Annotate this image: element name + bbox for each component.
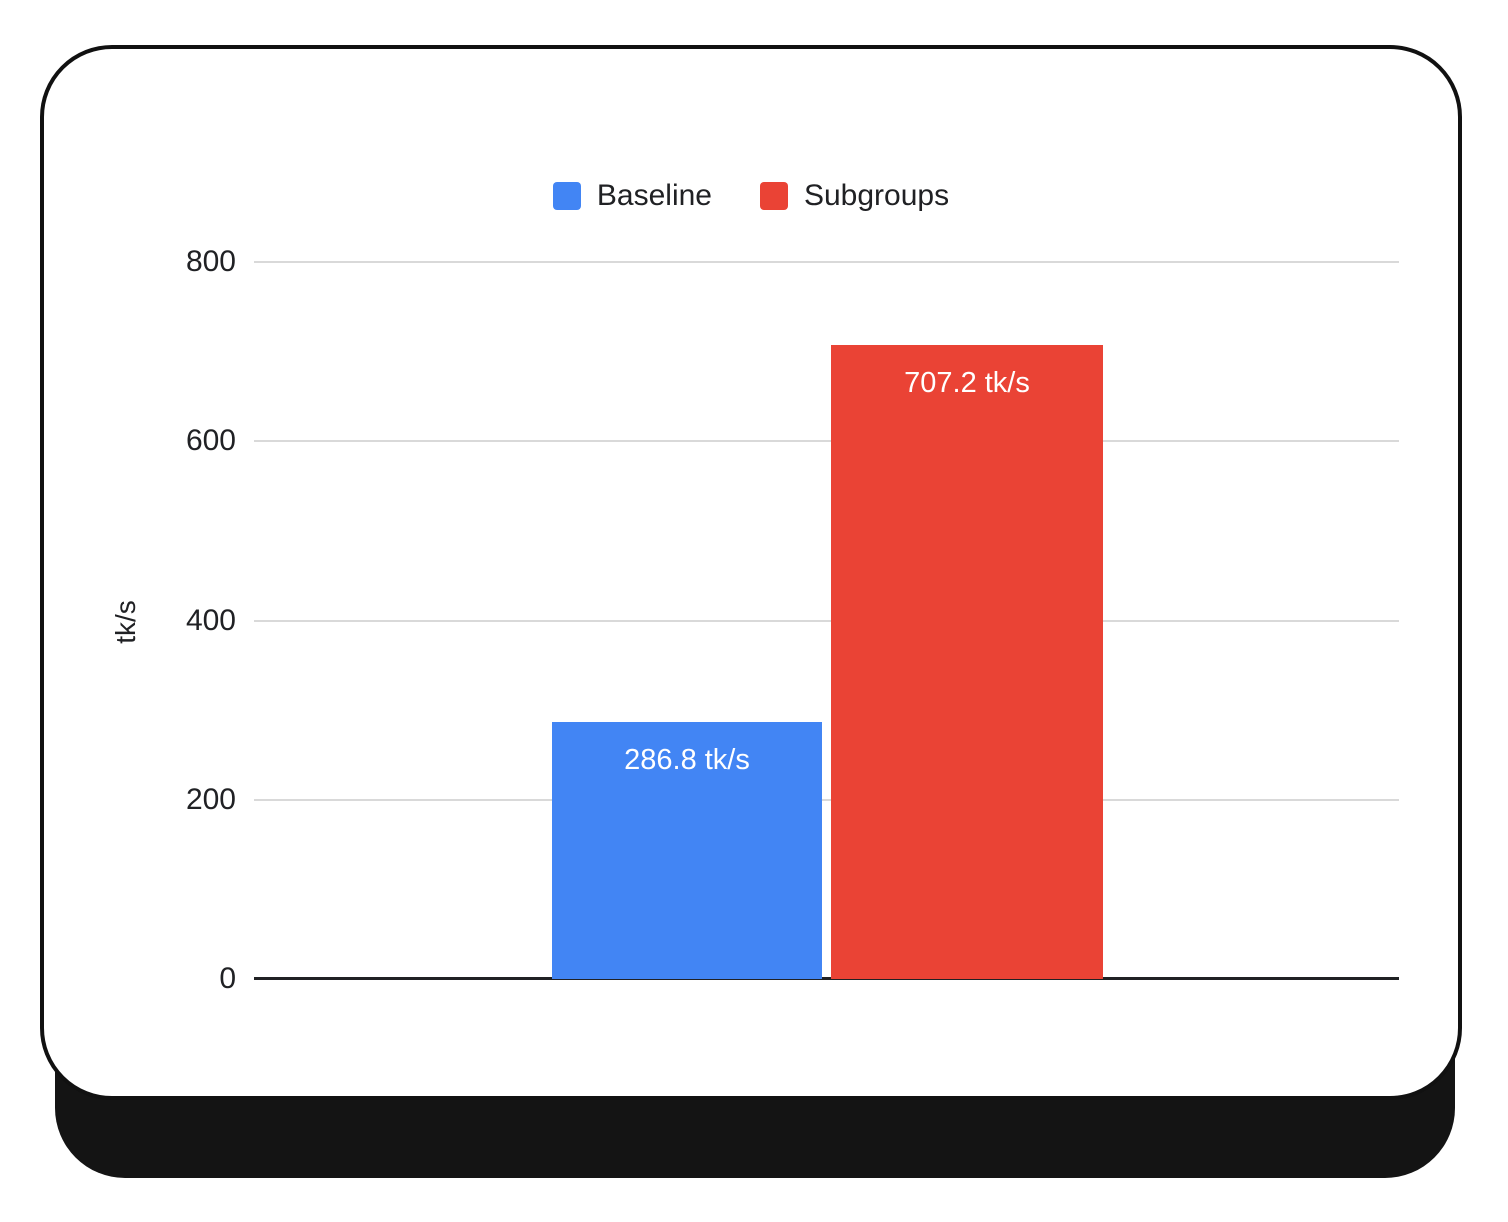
- gridline-400: [254, 619, 1399, 622]
- chart-card: Baseline Subgroups tk/s 800 600 400 200 …: [40, 45, 1462, 1100]
- gridline-600: [254, 440, 1399, 443]
- chart-legend: Baseline Subgroups: [44, 179, 1458, 213]
- y-tick-label-200: 200: [185, 782, 236, 816]
- legend-item-subgroups: Subgroups: [759, 179, 950, 213]
- y-tick-label-0: 0: [219, 962, 236, 995]
- y-axis-title: tk/s: [110, 600, 141, 644]
- baseline-color-swatch: [552, 182, 581, 210]
- plot-area: 800 600 400 200 0 286.8 tk/s 707.2 tk/s: [186, 245, 1399, 995]
- y-tick-label-800: 800: [185, 245, 236, 278]
- legend-label-baseline: Baseline: [596, 179, 712, 212]
- bar-value-label-baseline: 286.8 tk/s: [624, 743, 750, 776]
- bar-baseline: 286.8 tk/s: [552, 721, 822, 979]
- legend-label-subgroups: Subgroups: [803, 179, 950, 212]
- bar-value-label-subgroups: 707.2 tk/s: [904, 367, 1030, 400]
- gridline-200: [254, 798, 1399, 801]
- subgroups-color-swatch: [759, 182, 788, 210]
- bar-subgroups: 707.2 tk/s: [831, 345, 1103, 979]
- x-axis-line: [254, 977, 1399, 980]
- gridline-800: [254, 261, 1399, 263]
- y-tick-label-400: 400: [185, 603, 236, 637]
- legend-item-baseline: Baseline: [552, 179, 712, 213]
- y-tick-label-600: 600: [185, 424, 236, 458]
